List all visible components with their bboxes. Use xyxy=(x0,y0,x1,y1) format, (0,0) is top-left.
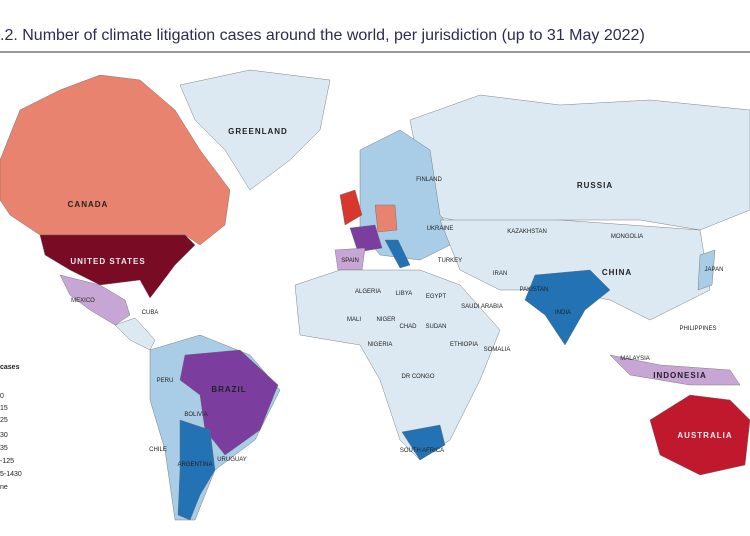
legend-label: 30 xyxy=(0,432,8,439)
country-label: MALI xyxy=(347,317,361,323)
legend-label: 25 xyxy=(0,417,8,424)
country-label: SUDAN xyxy=(425,324,446,330)
argentina xyxy=(177,419,216,521)
country-label: CUBA xyxy=(142,310,159,316)
country-label: NIGERIA xyxy=(368,342,393,348)
country-label: CHINA xyxy=(602,268,632,277)
asia xyxy=(439,219,711,321)
indonesia xyxy=(609,354,741,386)
legend-label: 5-1430 xyxy=(0,471,22,478)
country-label: NIGER xyxy=(376,317,396,323)
country-label: GREENLAND xyxy=(228,127,288,136)
country-label: BOLIVIA xyxy=(184,412,207,418)
usa xyxy=(39,234,196,299)
country-label: JAPAN xyxy=(705,267,724,273)
country-label: SPAIN xyxy=(341,258,359,264)
australia xyxy=(649,394,750,476)
mexico xyxy=(59,274,131,326)
country-label: CHAD xyxy=(399,324,417,330)
country-label: UNITED STATES xyxy=(70,257,145,266)
russia xyxy=(409,94,750,231)
greenland xyxy=(179,69,331,191)
japan xyxy=(697,249,716,291)
country-label: PAKISTAN xyxy=(520,287,549,293)
country-label: EGYPT xyxy=(426,294,447,300)
country-label: MONGOLIA xyxy=(611,234,643,240)
title: .2. Number of climate litigation cases a… xyxy=(0,27,645,44)
country-label: RUSSIA xyxy=(577,181,613,190)
country-label: SAUDI ARABIA xyxy=(461,304,503,310)
country-label: FINLAND xyxy=(416,177,442,183)
canada xyxy=(0,74,231,246)
country-label: INDONESIA xyxy=(653,371,706,380)
countries xyxy=(0,69,750,521)
legend-label: 15 xyxy=(0,405,8,412)
country-label: SOMALIA xyxy=(484,347,511,353)
africa xyxy=(294,269,501,461)
uk xyxy=(339,189,363,226)
country-label: CANADA xyxy=(68,200,109,209)
country-label: IRAN xyxy=(493,271,507,277)
legend-items: 0 15 25 30 35 -125 5-1430 ne xyxy=(0,393,22,491)
legend-title: cases xyxy=(0,364,20,371)
legend-label: 0 xyxy=(0,393,4,400)
legend-label: 35 xyxy=(0,445,8,452)
country-label: INDIA xyxy=(555,310,571,316)
country-label: TURKEY xyxy=(438,258,462,264)
country-label: MEXICO xyxy=(71,298,95,304)
legend: cases 0 15 25 30 35 -125 5-1430 ne xyxy=(0,364,22,491)
legend-label: -125 xyxy=(0,458,14,465)
brazil xyxy=(179,349,279,456)
country-label: KAZAKHSTAN xyxy=(507,229,547,235)
country-label: CHILE xyxy=(149,447,167,453)
country-label: ETHIOPIA xyxy=(450,342,478,348)
legend-label: ne xyxy=(0,484,8,491)
country-label: BRAZIL xyxy=(211,385,246,394)
italy xyxy=(384,239,411,269)
france xyxy=(349,224,383,253)
country-label: AUSTRALIA xyxy=(677,431,732,440)
country-label: UKRAINE xyxy=(427,226,454,232)
country-label: SOUTH AFRICA xyxy=(400,448,444,454)
south-africa xyxy=(401,424,446,461)
central-america xyxy=(114,317,156,351)
india xyxy=(524,269,611,346)
country-label: PHILIPPINES xyxy=(679,326,716,332)
country-label: ARGENTINA xyxy=(177,462,212,468)
germany xyxy=(374,204,398,233)
country-label: URUGUAY xyxy=(217,457,247,463)
country-label: PERU xyxy=(157,378,174,384)
country-label: DR CONGO xyxy=(402,374,435,380)
country-label: ALGERIA xyxy=(355,289,381,295)
country-labels: GREENLAND CANADA UNITED STATES MEXICO CU… xyxy=(68,127,732,468)
country-label: LIBYA xyxy=(396,291,413,297)
country-label: MALAYSIA xyxy=(620,356,650,362)
